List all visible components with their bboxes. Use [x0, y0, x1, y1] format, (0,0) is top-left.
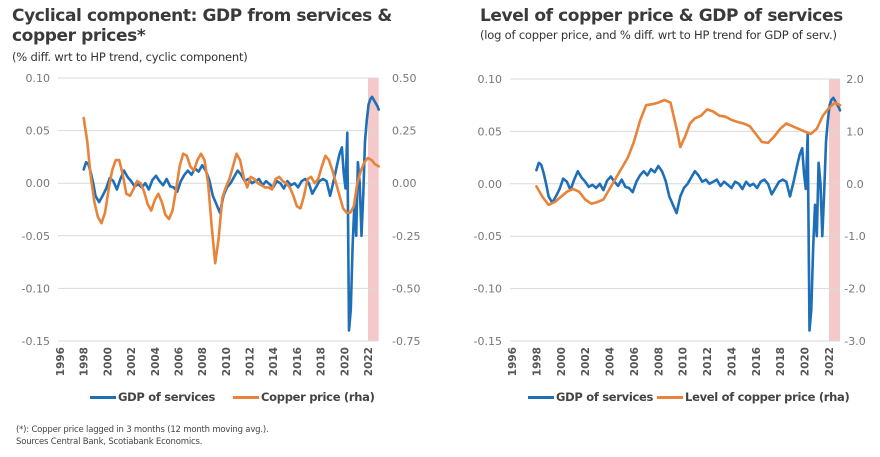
legend-label-gdp: GDP of services [118, 390, 216, 404]
right-shaded-region [829, 79, 840, 341]
left-x-tick-label: 2006 [173, 347, 185, 376]
legend-item-gdp: GDP of services [90, 390, 215, 404]
legend-label-copper: Copper price (rha) [261, 390, 375, 404]
right-copper-price-line [535, 98, 842, 207]
right-legend: GDP of services Level of copper price (r… [528, 390, 850, 404]
left-legend: GDP of services Copper price (rha) [90, 390, 375, 404]
right-y-tick-label: -0.05 [474, 230, 502, 243]
left-shaded-region [368, 78, 379, 341]
legend-swatch-copper [233, 395, 260, 399]
left-y-tick-label: 0.00 [26, 177, 51, 190]
legend-swatch-gdp [90, 395, 116, 399]
left-x-tick-label: 2008 [197, 347, 209, 376]
right-x-tick-label: 2020 [800, 347, 812, 376]
left-y-tick-label: -0.05 [22, 230, 50, 243]
left-y2-tick-label: -0.25 [392, 230, 420, 243]
right-x-tick-label: 2000 [556, 347, 568, 376]
right-y2-tick-label: -3.0 [844, 335, 865, 348]
right-x-tick-label: 2006 [629, 347, 641, 376]
right-y-tick-label: -0.15 [474, 335, 502, 348]
right-x-tick-label: 2016 [751, 347, 763, 376]
right-y-tick-label: 0.05 [478, 125, 503, 138]
left-x-tick-label: 2018 [316, 347, 328, 376]
right-x-tick-label: 2002 [580, 347, 592, 376]
right-y2-tick-label: 0.0 [846, 178, 864, 191]
left-y-tick-label: 0.05 [26, 125, 51, 138]
right-y2-tick-label: -1.0 [844, 230, 865, 243]
legend-item-copper-level: Level of copper price (rha) [657, 390, 850, 404]
sources-note: Sources Central Bank, Scotiabank Economi… [16, 437, 203, 447]
legend-item-copper: Copper price (rha) [233, 390, 375, 404]
right-x-tick-label: 2010 [678, 347, 690, 376]
left-chart-title: Cyclical component: GDP from services & … [12, 6, 392, 46]
legend-label-gdp: GDP of services [556, 390, 654, 404]
left-chart-subtitle: (% diff. wrt to HP trend, cyclic compone… [12, 50, 248, 64]
left-x-tick-label: 1996 [55, 347, 67, 376]
right-x-tick-label: 2014 [726, 347, 738, 376]
left-y2-tick-label: -0.50 [392, 282, 420, 295]
right-y-tick-label: 0.00 [478, 178, 503, 191]
left-y2-tick-label: 0.50 [392, 72, 417, 85]
left-x-tick-label: 2022 [363, 347, 375, 376]
left-y-tick-label: -0.10 [22, 282, 50, 295]
left-y-tick-label: -0.15 [22, 335, 50, 348]
right-x-tick-label: 2012 [702, 347, 714, 376]
right-y2-tick-label: -2.0 [844, 283, 865, 296]
legend-swatch-gdp [528, 395, 554, 399]
left-x-tick-label: 2004 [150, 347, 162, 376]
right-chart-title: Level of copper price & GDP of services [480, 6, 843, 26]
left-y-tick-label: 0.10 [26, 72, 51, 85]
left-x-tick-label: 1998 [79, 347, 91, 376]
left-gdp-services-line [82, 95, 381, 332]
legend-swatch-copper-level [657, 395, 684, 399]
right-gdp-services-line [535, 96, 842, 332]
legend-label-copper-level: Level of copper price (rha) [685, 390, 850, 404]
left-copper-price-line [82, 116, 381, 265]
right-x-tick-label: 1998 [531, 347, 543, 376]
left-y2-tick-label: 0.25 [392, 125, 417, 138]
left-x-tick-label: 2016 [292, 347, 304, 376]
right-y-tick-label: 0.10 [478, 73, 503, 86]
legend-item-gdp: GDP of services [528, 390, 653, 404]
left-x-tick-label: 2010 [221, 347, 233, 376]
right-y2-tick-label: 2.0 [846, 73, 864, 86]
right-x-tick-label: 1996 [507, 347, 519, 376]
right-x-tick-label: 2018 [775, 347, 787, 376]
left-x-tick-label: 2012 [245, 347, 257, 376]
left-x-tick-label: 2020 [339, 347, 351, 376]
right-y2-tick-label: 1.0 [846, 125, 864, 138]
right-y-tick-label: -0.10 [474, 283, 502, 296]
left-x-tick-label: 2014 [268, 347, 280, 376]
left-x-tick-label: 2000 [102, 347, 114, 376]
left-x-tick-label: 2002 [126, 347, 138, 376]
right-chart-subtitle: (log of copper price, and % diff. wrt to… [480, 28, 837, 42]
right-x-tick-label: 2008 [653, 347, 665, 376]
left-y2-tick-label: -0.75 [392, 335, 420, 348]
footnote: (*): Copper price lagged in 3 months (12… [16, 425, 269, 435]
right-x-tick-label: 2022 [824, 347, 836, 376]
left-y2-tick-label: 0.00 [392, 177, 417, 190]
right-x-tick-label: 2004 [605, 347, 617, 376]
